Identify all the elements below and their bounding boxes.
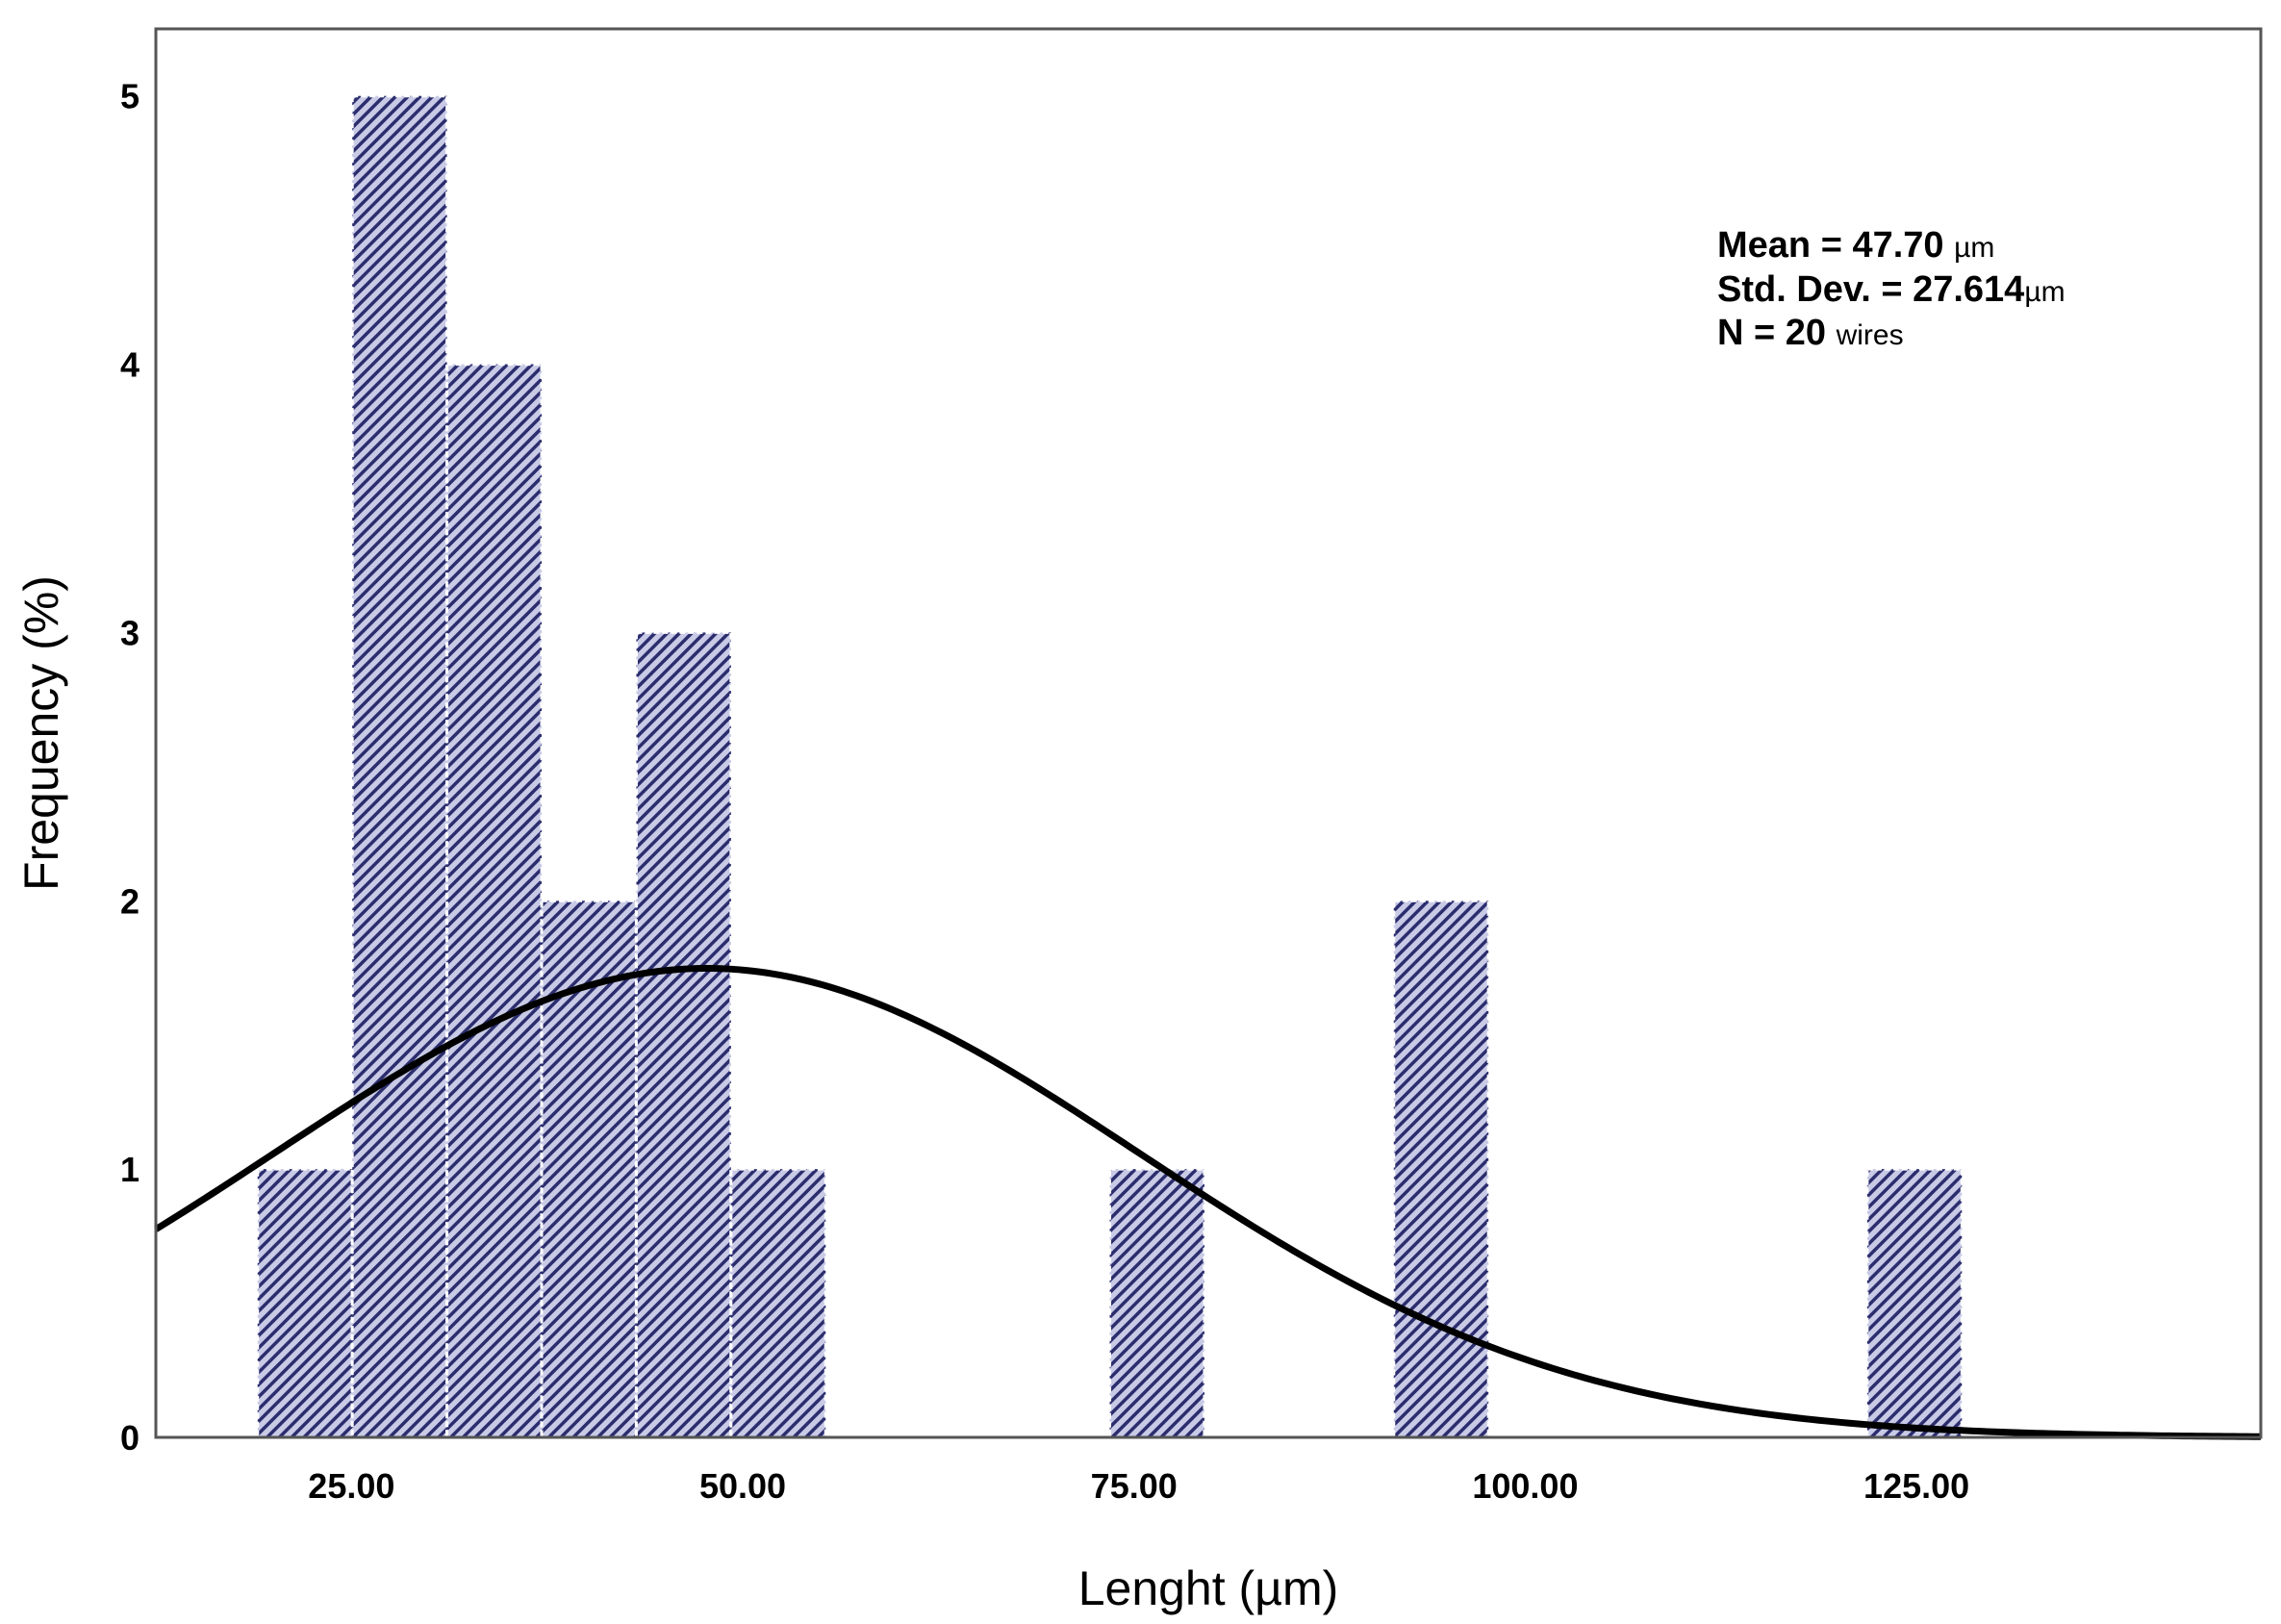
histogram-bar-3 xyxy=(445,363,544,1439)
histogram-bar-7 xyxy=(1108,1167,1206,1439)
x-tick-label: 25.00 xyxy=(308,1466,394,1506)
histogram-bar-8 xyxy=(1392,899,1490,1439)
normal-distribution-curve xyxy=(154,965,2262,1440)
y-tick-label: 5 xyxy=(120,77,139,116)
x-axis-title: Lenght (µm) xyxy=(1078,1561,1339,1615)
bars-group xyxy=(256,94,1964,1439)
y-axis-title: Frequency (%) xyxy=(14,575,68,891)
statistics-annotation: Mean = 47.70 µm Std. Dev. = 27.614µm N =… xyxy=(1717,225,2066,353)
y-tick-label: 2 xyxy=(120,881,139,921)
plot-frame xyxy=(154,27,2263,1439)
histogram-bar-9 xyxy=(1865,1167,1964,1439)
x-tick-label: 125.00 xyxy=(1863,1466,1969,1506)
x-axis-ticks: 25.00 50.00 75.00 100.00 125.00 xyxy=(308,1466,1969,1506)
y-tick-label: 3 xyxy=(120,613,139,652)
stats-std-dev: Std. Dev. = 27.614µm xyxy=(1717,269,2066,310)
histogram-bar-6 xyxy=(729,1167,827,1439)
histogram-bar-5 xyxy=(634,630,733,1439)
x-tick-label: 100.00 xyxy=(1472,1466,1578,1506)
y-tick-label: 0 xyxy=(120,1418,139,1458)
y-tick-label: 4 xyxy=(120,345,139,385)
histogram-bar-4 xyxy=(540,899,638,1439)
stats-mean: Mean = 47.70 µm xyxy=(1717,225,1994,266)
histogram-bar-2 xyxy=(350,94,449,1439)
y-tick-label: 1 xyxy=(120,1150,139,1189)
histogram-bar-1 xyxy=(256,1167,354,1439)
y-axis-ticks: 0 1 2 3 4 5 xyxy=(120,77,139,1458)
normal-curve-group xyxy=(154,965,2262,1440)
stats-n: N = 20 wires xyxy=(1717,313,1904,353)
x-tick-label: 75.00 xyxy=(1091,1466,1178,1506)
x-tick-label: 50.00 xyxy=(699,1466,786,1506)
